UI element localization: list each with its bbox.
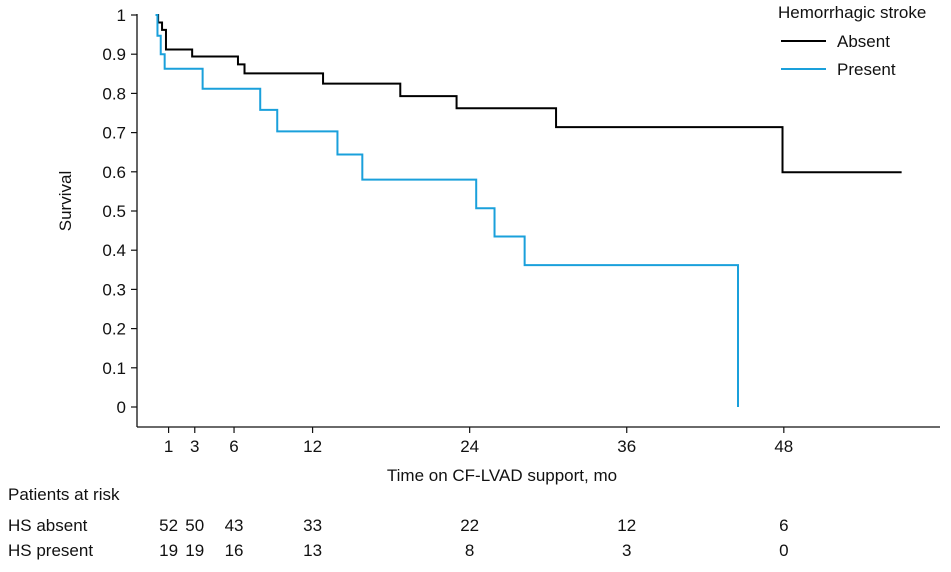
risk-count-absent: 33	[303, 516, 322, 535]
x-tick-label: 24	[460, 437, 479, 456]
y-tick-label: 0.6	[102, 163, 126, 182]
axes	[136, 14, 940, 428]
x-tick-label: 1	[164, 437, 173, 456]
x-tick-label: 6	[229, 437, 238, 456]
risk-table: Patients at risk HS absent HS present 52…	[8, 485, 789, 560]
x-axis-ticks: 1 3 6 12 24 36 48	[164, 427, 793, 456]
risk-count-present: 8	[465, 541, 474, 560]
risk-count-present: 19	[159, 541, 178, 560]
legend-label-present: Present	[837, 60, 896, 79]
risk-count-present: 16	[225, 541, 244, 560]
risk-count-absent: 43	[225, 516, 244, 535]
y-tick-label: 0.4	[102, 241, 126, 260]
risk-count-present: 13	[303, 541, 322, 560]
risk-table-title: Patients at risk	[8, 485, 120, 504]
y-tick-label: 0	[117, 398, 126, 417]
legend: Hemorrhagic stroke Absent Present	[778, 3, 926, 79]
y-tick-label: 0.5	[102, 202, 126, 221]
y-tick-label: 1	[117, 6, 126, 25]
risk-count-absent: 52	[159, 516, 178, 535]
risk-row-label-present: HS present	[8, 541, 93, 560]
y-tick-label: 0.7	[102, 124, 126, 143]
risk-count-absent: 6	[779, 516, 788, 535]
x-tick-label: 36	[617, 437, 636, 456]
risk-count-present: 19	[185, 541, 204, 560]
y-axis-title: Survival	[56, 171, 75, 231]
risk-count-present: 0	[779, 541, 788, 560]
survival-curve-absent	[155, 14, 902, 174]
y-tick-label: 0.2	[102, 320, 126, 339]
x-axis-title: Time on CF-LVAD support, mo	[387, 466, 617, 485]
risk-count-absent: 12	[617, 516, 636, 535]
y-tick-label: 0.3	[102, 280, 126, 299]
risk-count-present: 3	[622, 541, 631, 560]
risk-counts: 52 50 43 33 22 12 6 19 19 16 13 8 3 0	[159, 516, 788, 560]
x-tick-label: 12	[303, 437, 322, 456]
risk-row-label-absent: HS absent	[8, 516, 88, 535]
y-tick-label: 0.9	[102, 45, 126, 64]
x-tick-label: 48	[774, 437, 793, 456]
legend-title: Hemorrhagic stroke	[778, 3, 926, 22]
risk-count-absent: 22	[460, 516, 479, 535]
x-tick-label: 3	[190, 437, 199, 456]
survival-curve-present	[155, 14, 740, 407]
legend-label-absent: Absent	[837, 32, 890, 51]
y-axis-ticks: 0 0.1 0.2 0.3 0.4 0.5 0.6 0.7 0.8 0.9 1	[102, 6, 137, 417]
survival-curves	[155, 14, 902, 407]
risk-count-absent: 50	[185, 516, 204, 535]
y-tick-label: 0.1	[102, 359, 126, 378]
y-tick-label: 0.8	[102, 84, 126, 103]
